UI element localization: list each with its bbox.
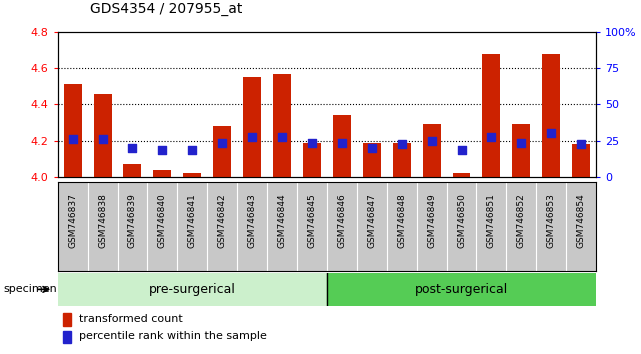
Text: GSM746853: GSM746853 <box>547 193 556 248</box>
Bar <box>63 313 71 326</box>
Text: specimen: specimen <box>3 284 57 295</box>
Point <box>187 147 197 153</box>
Point <box>426 138 437 143</box>
Text: GSM746839: GSM746839 <box>128 193 137 248</box>
Text: GSM746851: GSM746851 <box>487 193 496 248</box>
Bar <box>453 173 470 177</box>
Text: GSM746840: GSM746840 <box>158 193 167 248</box>
Text: transformed count: transformed count <box>79 314 183 324</box>
Text: GSM746841: GSM746841 <box>188 193 197 248</box>
Bar <box>273 74 291 177</box>
Bar <box>213 126 231 177</box>
Text: GSM746848: GSM746848 <box>397 193 406 248</box>
Text: GSM746854: GSM746854 <box>577 193 586 248</box>
Bar <box>243 77 261 177</box>
Point <box>307 140 317 145</box>
Text: GDS4354 / 207955_at: GDS4354 / 207955_at <box>90 2 242 16</box>
Bar <box>512 124 530 177</box>
Text: GSM746844: GSM746844 <box>278 193 287 247</box>
Text: GSM746847: GSM746847 <box>367 193 376 248</box>
Point <box>157 147 167 153</box>
Point <box>516 140 526 145</box>
Bar <box>58 273 327 306</box>
Text: GSM746846: GSM746846 <box>337 193 346 248</box>
Point <box>487 134 497 140</box>
Point <box>456 147 467 153</box>
Text: GSM746843: GSM746843 <box>247 193 256 248</box>
Text: GSM746850: GSM746850 <box>457 193 466 248</box>
Bar <box>303 143 321 177</box>
Bar <box>183 173 201 177</box>
Bar <box>63 85 81 177</box>
Point <box>217 140 228 145</box>
Bar <box>333 115 351 177</box>
Point <box>397 142 407 147</box>
Text: GSM746852: GSM746852 <box>517 193 526 248</box>
Point <box>97 136 108 142</box>
Text: percentile rank within the sample: percentile rank within the sample <box>79 331 267 341</box>
Bar <box>483 54 501 177</box>
Point <box>67 136 78 142</box>
Point <box>337 140 347 145</box>
Point <box>128 145 138 151</box>
Bar <box>572 144 590 177</box>
Point <box>367 145 377 151</box>
Text: GSM746849: GSM746849 <box>427 193 436 248</box>
Point <box>546 131 556 136</box>
Point <box>247 134 257 140</box>
Text: GSM746842: GSM746842 <box>218 193 227 247</box>
Text: pre-surgerical: pre-surgerical <box>149 283 236 296</box>
Text: post-surgerical: post-surgerical <box>415 283 508 296</box>
Text: GSM746838: GSM746838 <box>98 193 107 248</box>
Text: GSM746837: GSM746837 <box>68 193 77 248</box>
Bar <box>542 54 560 177</box>
Bar <box>363 143 381 177</box>
Point <box>576 142 587 147</box>
Bar <box>393 143 411 177</box>
Bar <box>94 93 112 177</box>
Bar <box>422 124 440 177</box>
Bar <box>63 331 71 343</box>
Bar <box>327 273 596 306</box>
Bar <box>153 170 171 177</box>
Point <box>277 134 287 140</box>
Text: GSM746845: GSM746845 <box>308 193 317 248</box>
Bar <box>124 164 142 177</box>
